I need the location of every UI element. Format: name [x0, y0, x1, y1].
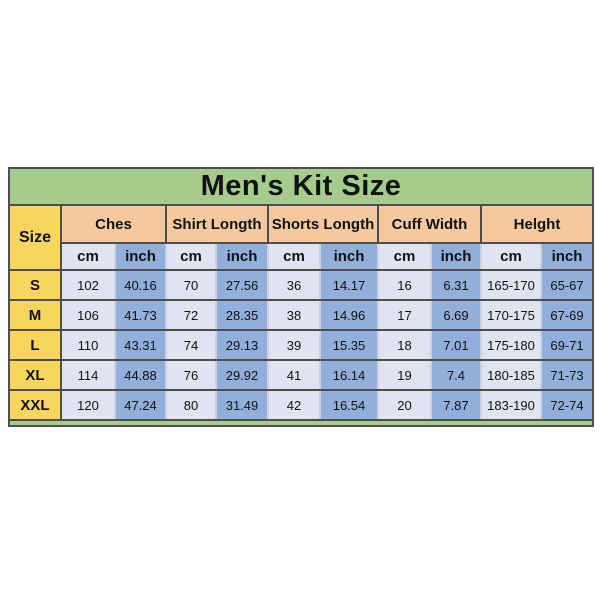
inch-value: 69-71 [539, 329, 595, 361]
title-row: Men's Kit Size [7, 167, 595, 206]
inch-value: 40.16 [114, 269, 167, 301]
inch-value: 67-69 [539, 299, 595, 331]
cm-value: 180-185 [480, 359, 542, 391]
group-header-height: Helght [479, 204, 595, 244]
inch-value: 47.24 [114, 389, 167, 421]
size-chart-sheet: Men's Kit Size Size Ches Shirt Longth Sh… [7, 167, 595, 427]
inch-value: 16.14 [319, 359, 379, 391]
unit-header-row: cm inch cm inch cm inch cm inch cm inch [9, 242, 595, 271]
cm-value: 165-170 [480, 269, 542, 301]
cm-value: 74 [165, 329, 217, 361]
cm-value: 102 [60, 269, 116, 301]
inch-value: 72-74 [539, 389, 595, 421]
cm-value: 70 [165, 269, 217, 301]
cm-value: 18 [377, 329, 432, 361]
unit-header-inch: inch [539, 242, 595, 271]
cm-value: 170-175 [480, 299, 542, 331]
cm-value: 72 [165, 299, 217, 331]
unit-header-cm: cm [60, 242, 116, 271]
cm-value: 80 [165, 389, 217, 421]
inch-value: 14.17 [319, 269, 379, 301]
group-header-chest: Ches [60, 204, 167, 244]
inch-value: 6.69 [430, 299, 482, 331]
group-header-row: Size Ches Shirt Longth Shorts Longth Cuf… [8, 204, 595, 271]
inch-value: 14.96 [319, 299, 379, 331]
unit-header-cm: cm [480, 242, 542, 271]
footer-strip [7, 419, 595, 427]
table-row: S 102 40.16 70 27.56 36 14.17 16 6.31 165-170 65-6… [8, 269, 595, 301]
inch-value: 15.35 [319, 329, 379, 361]
cm-value: 114 [60, 359, 116, 391]
cm-value: 39 [267, 329, 321, 361]
unit-header-inch: inch [114, 242, 167, 271]
cm-value: 76 [165, 359, 217, 391]
size-table: Men's Kit Size Size Ches Shirt Longth Sh… [7, 167, 595, 427]
inch-value: 41.73 [114, 299, 167, 331]
footer-strip-row [7, 419, 595, 427]
cm-value: 20 [377, 389, 432, 421]
cm-value: 16 [377, 269, 432, 301]
unit-header-inch: inch [430, 242, 482, 271]
unit-header-cm: cm [267, 242, 321, 271]
inch-value: 7.87 [430, 389, 482, 421]
group-header-cuff-width: Cuff Width [377, 204, 482, 244]
group-header-shorts-length: Shorts Longth [267, 204, 379, 244]
inch-value: 27.56 [215, 269, 269, 301]
inch-value: 65-67 [539, 269, 595, 301]
inch-value: 29.92 [215, 359, 269, 391]
inch-value: 6.31 [430, 269, 482, 301]
table-row: XXL 120 47.24 80 31.49 42 16.54 20 7.87 183-190 72… [8, 389, 595, 421]
group-header-shirt-length: Shirt Longth [165, 204, 269, 244]
size-label: S [8, 269, 62, 301]
cm-value: 19 [377, 359, 432, 391]
inch-value: 44.88 [114, 359, 167, 391]
table-title: Men's Kit Size [7, 167, 595, 206]
inch-value: 28.35 [215, 299, 269, 331]
inch-value: 16.54 [319, 389, 379, 421]
size-corner-header: Size [8, 204, 62, 271]
cm-value: 17 [377, 299, 432, 331]
unit-header-cm: cm [377, 242, 432, 271]
inch-value: 43.31 [114, 329, 167, 361]
size-label: XL [8, 359, 62, 391]
cm-value: 42 [267, 389, 321, 421]
cm-value: 110 [60, 329, 116, 361]
cm-value: 106 [60, 299, 116, 331]
inch-value: 31.49 [215, 389, 269, 421]
cm-value: 183-190 [480, 389, 542, 421]
cm-value: 41 [267, 359, 321, 391]
size-label: L [8, 329, 62, 361]
table-row: XL 114 44.88 76 29.92 41 16.14 19 7.4 180-185 71-7… [8, 359, 595, 391]
inch-value: 71-73 [539, 359, 595, 391]
inch-value: 29.13 [215, 329, 269, 361]
cm-value: 120 [60, 389, 116, 421]
size-table-body: Men's Kit Size Size Ches Shirt Longth Sh… [7, 167, 595, 427]
cm-value: 38 [267, 299, 321, 331]
cm-value: 175-180 [480, 329, 542, 361]
inch-value: 7.01 [430, 329, 482, 361]
unit-header-inch: inch [319, 242, 379, 271]
unit-header-inch: inch [215, 242, 269, 271]
inch-value: 7.4 [430, 359, 482, 391]
table-row: L 110 43.31 74 29.13 39 15.35 18 7.01 175-180 69-7… [8, 329, 595, 361]
table-row: M 106 41.73 72 28.35 38 14.96 17 6.69 170-175 67-6… [8, 299, 595, 331]
size-label: XXL [8, 389, 62, 421]
cm-value: 36 [267, 269, 321, 301]
size-label: M [8, 299, 62, 331]
unit-header-cm: cm [165, 242, 217, 271]
